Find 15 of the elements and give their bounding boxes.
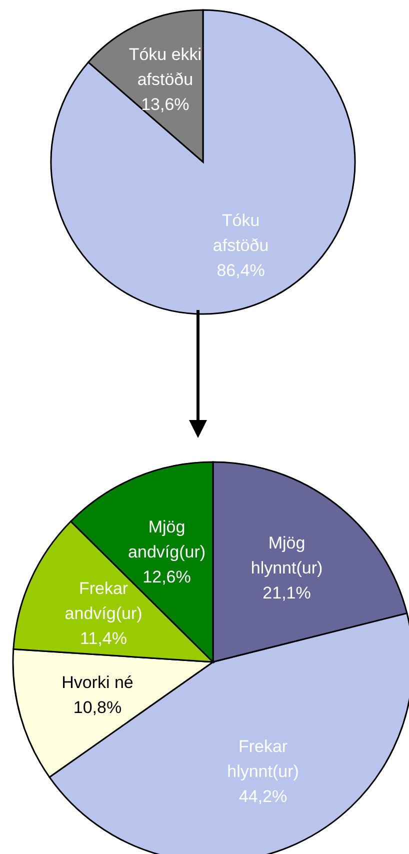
slice-label: Frekar andvíg(ur) <box>64 578 142 622</box>
slice-label: Frekar hlynnt(ur) <box>227 736 299 781</box>
slice-label: Hvorki né <box>62 672 134 692</box>
data-label: 13,6% <box>141 94 190 114</box>
pie-slice <box>50 9 356 315</box>
data-label: 11,4% <box>80 628 128 648</box>
data-label: 44,2% <box>238 786 288 806</box>
slice-label: Tóku ekki afstöðu <box>128 44 202 88</box>
slice-label: Mjög hlynnt(ur) <box>250 532 323 577</box>
data-label: 10,8% <box>73 698 122 717</box>
data-label: 21,1% <box>262 582 311 602</box>
data-label: 12,6% <box>142 566 191 586</box>
slice-label: Tóku afstöðu <box>212 210 269 254</box>
data-label: 86,4% <box>216 260 265 280</box>
slice-label: Mjög andvíg(ur) <box>128 516 206 561</box>
